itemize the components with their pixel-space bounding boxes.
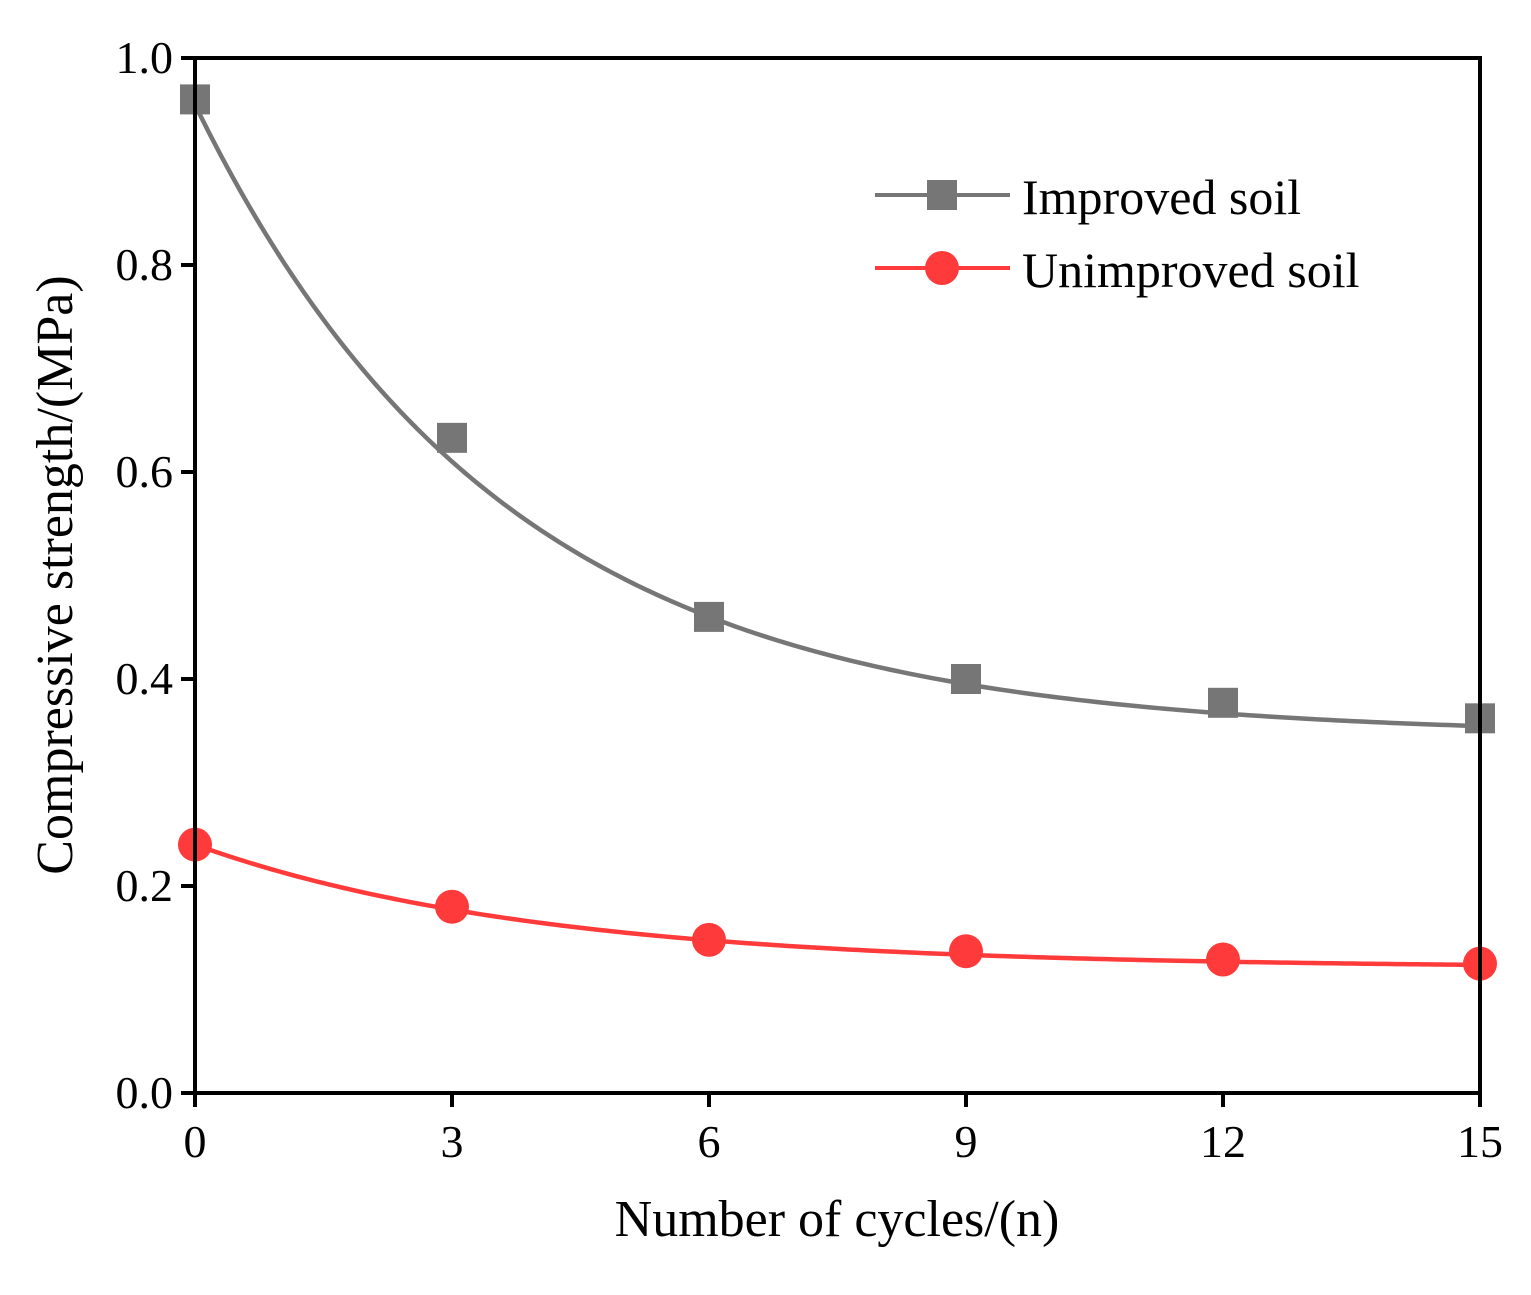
y-axis-title: Compressive strength/(MPa) [27, 275, 84, 874]
data-point-unimproved-soil [692, 922, 726, 957]
fit-curves [192, 103, 1481, 968]
legend-marker-improved-soil [927, 180, 957, 210]
x-tick-label: 3 [441, 1116, 464, 1167]
data-point-improved-soil [437, 422, 467, 453]
data-point-unimproved-soil [949, 934, 983, 969]
y-tick-label: 0.6 [116, 446, 174, 497]
x-tick-label: 0 [184, 1116, 207, 1167]
fit-line-improved-soil [192, 103, 1481, 729]
data-point-improved-soil [951, 664, 981, 694]
legend-marker-unimproved-soil [925, 251, 959, 285]
x-tick-label: 9 [955, 1116, 978, 1167]
data-point-improved-soil [1208, 687, 1238, 718]
data-markers [178, 84, 1497, 981]
y-tick-label: 0.0 [116, 1067, 174, 1118]
x-axis-ticks: 0 3 6 9 12 15 [184, 1093, 1503, 1167]
plot-frame [193, 56, 1482, 1095]
data-point-improved-soil [694, 601, 724, 632]
x-tick-label: 15 [1457, 1116, 1503, 1167]
legend-label-improved-soil: Improved soil [1022, 169, 1301, 225]
x-tick-label: 6 [698, 1116, 721, 1167]
y-tick-label: 0.8 [116, 239, 174, 290]
x-axis-title: Number of cycles/(n) [615, 1191, 1060, 1248]
x-tick-label: 12 [1200, 1116, 1246, 1167]
y-tick-label: 0.4 [116, 653, 174, 704]
y-tick-label: 1.0 [116, 32, 174, 83]
legend-label-unimproved-soil: Unimproved soil [1022, 242, 1359, 298]
y-tick-label: 0.2 [116, 860, 174, 911]
data-point-unimproved-soil [1206, 942, 1240, 977]
data-point-unimproved-soil [435, 889, 469, 924]
fit-line-unimproved-soil [194, 842, 1481, 968]
legend: Improved soil Unimproved soil [875, 169, 1359, 298]
y-axis-ticks: 0.0 0.2 0.4 0.6 0.8 1.0 [116, 32, 195, 1118]
